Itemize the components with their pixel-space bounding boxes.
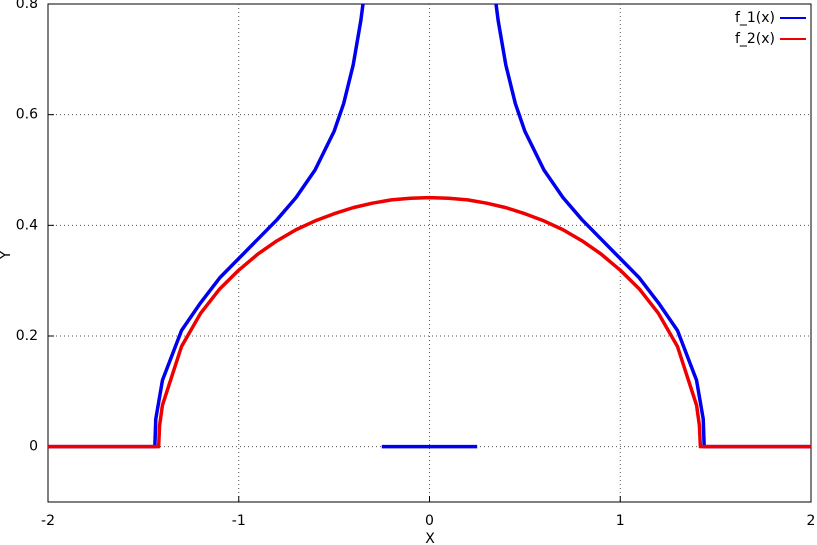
legend-label: f_2(x) [735,31,775,47]
x-tick-label: 2 [807,513,816,529]
y-tick-label: 0 [29,439,38,455]
x-tick-label: 0 [425,513,434,529]
x-axis-label: X [425,531,435,545]
x-tick-label: 1 [616,513,625,529]
plot-frame [47,3,812,503]
x-tick-label: -2 [41,513,55,529]
series-line [48,195,811,449]
x-tick-label: -1 [232,513,246,529]
y-tick-label: 0.4 [16,217,38,233]
legend-label: f_1(x) [735,10,775,26]
y-tick-label: 0.8 [16,0,38,12]
y-tick-label: 0.2 [16,328,38,344]
series-line [48,4,811,449]
y-axis-label: Y [0,250,14,260]
y-tick-label: 0.6 [16,107,38,123]
